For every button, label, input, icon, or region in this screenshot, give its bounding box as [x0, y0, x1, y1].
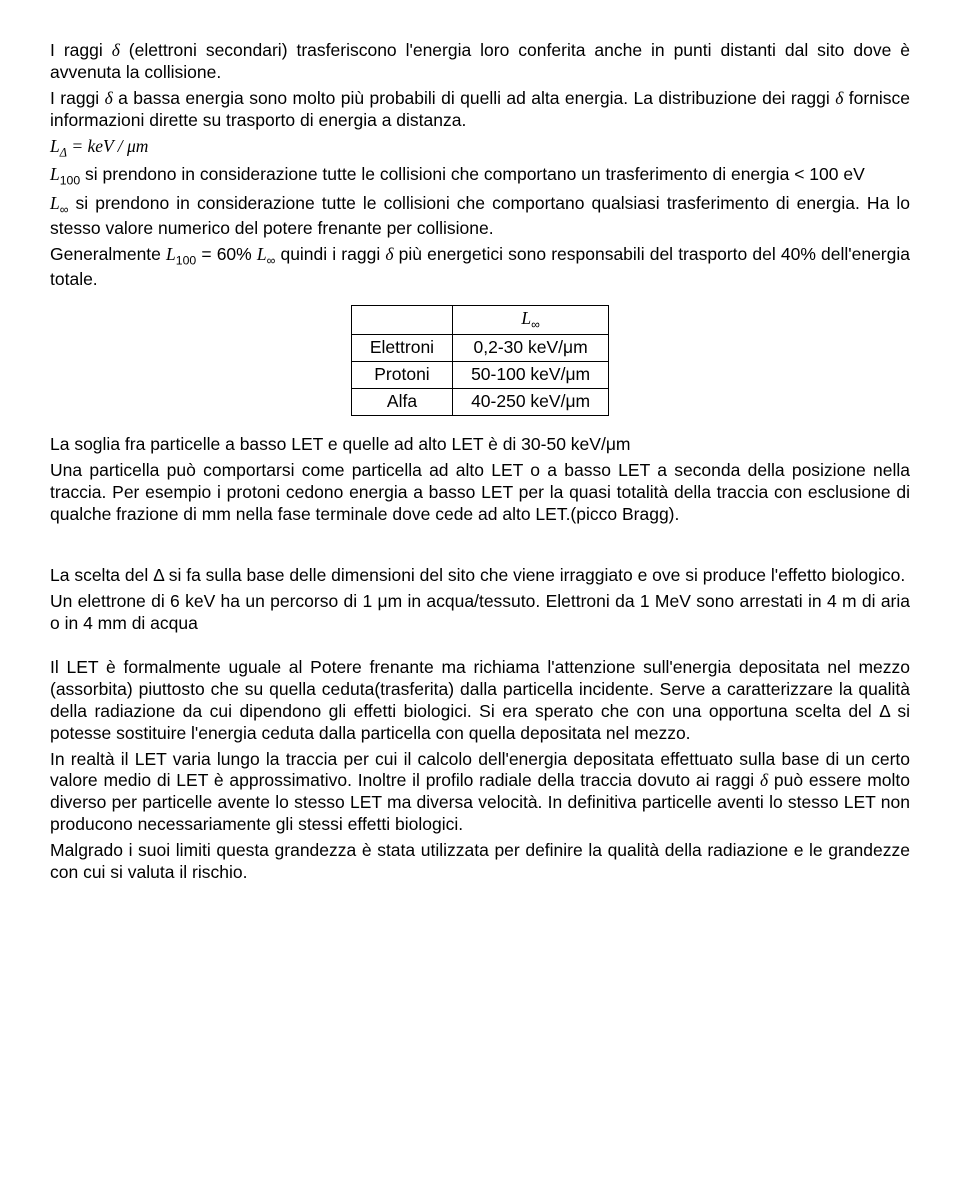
paragraph-3: L100 si prendono in considerazione tutte… [50, 164, 910, 189]
empty-header [351, 305, 452, 335]
particle-cell: Alfa [351, 389, 452, 416]
paragraph-8: La scelta del Δ si fa sulla base delle d… [50, 565, 910, 587]
equation-1: LΔ = keV / μm [50, 136, 910, 161]
paragraph-5: Generalmente L100 = 60% L∞ quindi i ragg… [50, 244, 910, 291]
paragraph-1: I raggi δ (elettroni secondari) trasferi… [50, 40, 910, 84]
text: Generalmente [50, 244, 166, 264]
paragraph-11: In realtà il LET varia lungo la traccia … [50, 749, 910, 837]
text: a bassa energia sono molto più probabili… [113, 88, 835, 108]
paragraph-6: La soglia fra particelle a basso LET e q… [50, 434, 910, 456]
text: si prendono in considerazione tutte le c… [80, 164, 865, 184]
particle-cell: Elettroni [351, 335, 452, 362]
paragraph-2: I raggi δ a bassa energia sono molto più… [50, 88, 910, 132]
delta-symbol: δ [105, 88, 113, 108]
paragraph-12: Malgrado i suoi limiti questa grandezza … [50, 840, 910, 884]
value-cell: 0,2-30 keV/μm [453, 335, 609, 362]
delta-symbol: δ [760, 770, 768, 790]
subscript-100: 100 [60, 174, 80, 188]
text: I raggi [50, 88, 105, 108]
particle-cell: Protoni [351, 362, 452, 389]
L-symbol: L [50, 193, 60, 213]
paragraph-10: Il LET è formalmente uguale al Potere fr… [50, 657, 910, 745]
text: = 60% [196, 244, 257, 264]
delta-symbol: δ [112, 40, 120, 60]
L-symbol: L [166, 244, 176, 264]
text: (elettroni secondari) trasferiscono l'en… [50, 40, 910, 82]
subscript-100: 100 [176, 253, 196, 267]
value-cell: 50-100 keV/μm [453, 362, 609, 389]
paragraph-4: L∞ si prendono in considerazione tutte l… [50, 193, 910, 240]
L-symbol: L [50, 136, 60, 156]
paragraph-9: Un elettrone di 6 keV ha un percorso di … [50, 591, 910, 635]
delta-subscript: Δ [60, 145, 67, 159]
table-row: Alfa 40-250 keV/μm [351, 389, 608, 416]
delta-symbol: δ [385, 244, 393, 264]
text: I raggi [50, 40, 112, 60]
L-symbol: L [50, 164, 60, 184]
let-table-wrapper: L∞ Elettroni 0,2-30 keV/μm Protoni 50-10… [50, 305, 910, 416]
L-infinity-header: L∞ [453, 305, 609, 335]
text: quindi i raggi [275, 244, 385, 264]
table-row: Protoni 50-100 keV/μm [351, 362, 608, 389]
paragraph-7: Una particella può comportarsi come part… [50, 460, 910, 526]
equation-rest: = keV / μm [67, 136, 149, 156]
table-header-row: L∞ [351, 305, 608, 335]
value-cell: 40-250 keV/μm [453, 389, 609, 416]
text: si prendono in considerazione tutte le c… [50, 193, 910, 238]
table-row: Elettroni 0,2-30 keV/μm [351, 335, 608, 362]
let-table: L∞ Elettroni 0,2-30 keV/μm Protoni 50-10… [351, 305, 609, 416]
L-symbol: L [257, 244, 267, 264]
